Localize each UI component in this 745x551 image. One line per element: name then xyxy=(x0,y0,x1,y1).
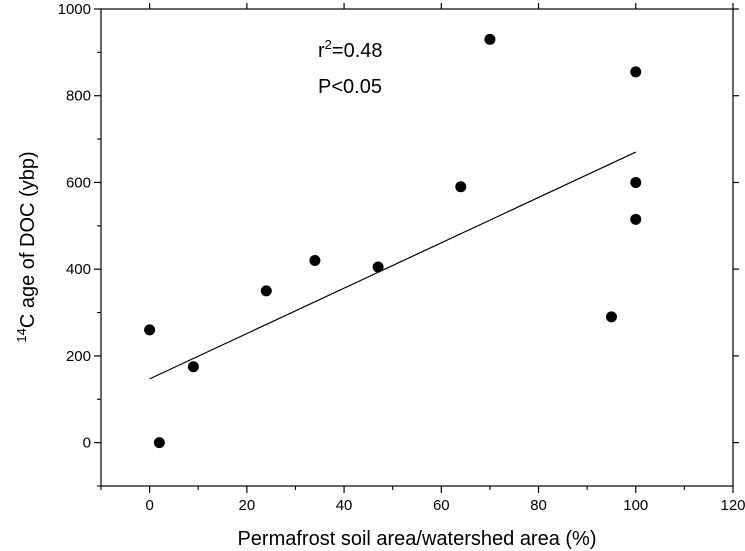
data-point xyxy=(605,311,617,323)
y-axis-title: 14C age of DOC (ybp) xyxy=(14,151,39,342)
x-tick-label: 40 xyxy=(336,497,353,514)
y-tick-label: 800 xyxy=(66,88,91,105)
y-tick-label: 200 xyxy=(66,348,91,365)
data-point xyxy=(630,66,642,78)
y-tick-label: 600 xyxy=(66,174,91,191)
data-point xyxy=(630,176,642,188)
x-tick-labels: 0 20 40 60 80 100 120 xyxy=(145,497,745,514)
x-axis-title: Permafrost soil area/watershed area (%) xyxy=(237,528,596,550)
x-tick-label: 80 xyxy=(530,497,547,514)
data-point xyxy=(187,361,199,373)
data-points xyxy=(144,33,642,449)
x-tick-label: 20 xyxy=(239,497,256,514)
data-point xyxy=(455,181,467,193)
y-tick-labels: 0 200 400 600 800 1000 xyxy=(58,1,91,452)
y-tick-label: 0 xyxy=(83,435,91,452)
regression-line xyxy=(149,151,637,380)
data-point xyxy=(372,261,384,273)
data-point xyxy=(260,285,272,297)
y-tick-label: 400 xyxy=(66,261,91,278)
data-point xyxy=(630,213,642,225)
x-tick-label: 100 xyxy=(623,497,648,514)
data-point xyxy=(153,437,165,449)
axis-ticks xyxy=(94,3,739,493)
data-point xyxy=(484,33,496,45)
data-point xyxy=(309,255,321,267)
p-value-annotation: P<0.05 xyxy=(318,76,382,98)
x-tick-label: 60 xyxy=(433,497,450,514)
data-point xyxy=(144,324,156,336)
x-tick-label: 120 xyxy=(720,497,745,514)
y-tick-label: 1000 xyxy=(58,1,91,18)
plot-frame xyxy=(100,8,734,487)
r-squared-annotation: r2=0.48 xyxy=(318,37,383,62)
x-tick-label: 0 xyxy=(145,497,153,514)
